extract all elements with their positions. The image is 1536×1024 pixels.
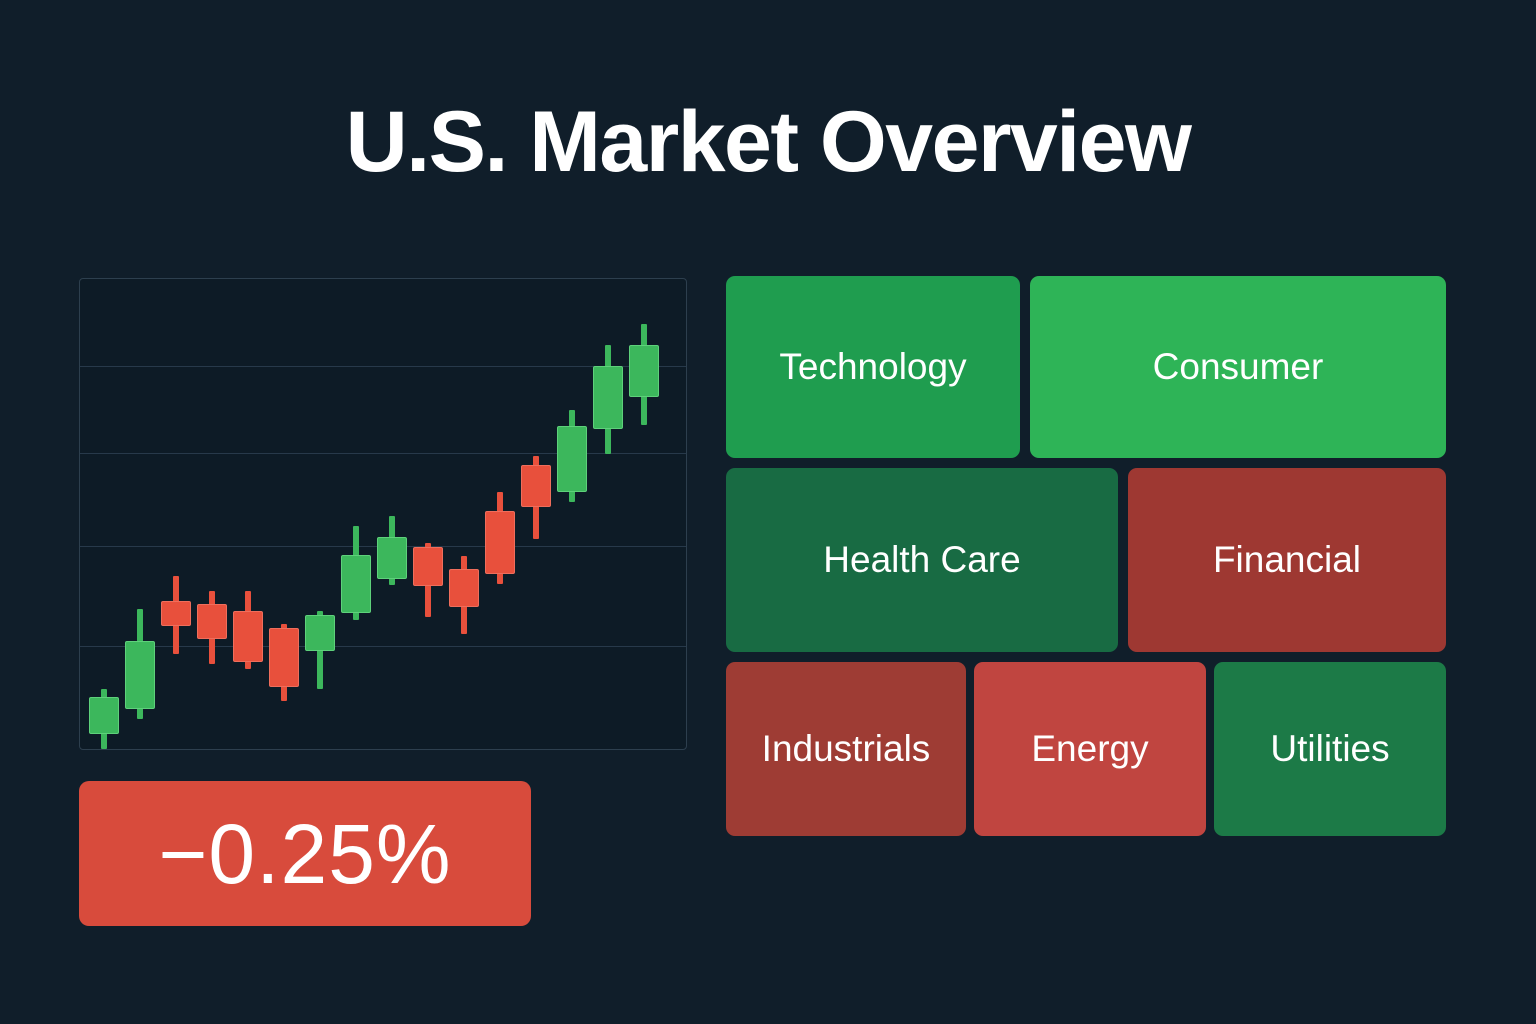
gridline	[80, 366, 686, 367]
candle-body	[377, 537, 407, 579]
candle-body	[269, 628, 299, 687]
treemap-tile-label: Technology	[779, 346, 967, 387]
candle-body	[485, 511, 515, 574]
treemap-tile-label: Energy	[1031, 728, 1149, 769]
treemap-tile-label: Industrials	[761, 728, 931, 769]
candle-body	[233, 611, 263, 662]
treemap-tile-health-care[interactable]: Health Care	[726, 468, 1118, 652]
candle-body	[197, 604, 227, 639]
treemap-tile-label: Health Care	[823, 539, 1021, 580]
market-change-value: −0.25%	[158, 806, 452, 901]
treemap-tile-label: Financial	[1212, 539, 1362, 580]
treemap-tile-technology[interactable]: Technology	[726, 276, 1020, 458]
candlestick-chart[interactable]	[79, 278, 687, 750]
candle-body	[557, 426, 587, 492]
candle-body	[449, 569, 479, 607]
candle-body	[161, 601, 191, 626]
treemap-tile-industrials[interactable]: Industrials	[726, 662, 966, 836]
candle-body	[125, 641, 155, 709]
candle-body	[413, 547, 443, 586]
treemap-tile-energy[interactable]: Energy	[974, 662, 1206, 836]
candle-body	[341, 555, 371, 613]
candle-body	[629, 345, 659, 397]
candle-body	[305, 615, 335, 651]
candle-body	[593, 366, 623, 429]
page-title: U.S. Market Overview	[345, 94, 1192, 190]
candle-body	[89, 697, 119, 734]
market-change-badge: −0.25%	[79, 781, 531, 926]
gridline	[80, 646, 686, 647]
treemap-tile-financial[interactable]: Financial	[1128, 468, 1446, 652]
sector-treemap: Technology Consumer Health Care Financial In…	[726, 276, 1446, 836]
treemap-tile-label: Consumer	[1152, 346, 1324, 387]
candle-body	[521, 465, 551, 507]
treemap-tile-label: Utilities	[1270, 728, 1390, 769]
treemap-tile-consumer[interactable]: Consumer	[1030, 276, 1446, 458]
gridline	[80, 453, 686, 454]
treemap-tile-utilities[interactable]: Utilities	[1214, 662, 1446, 836]
